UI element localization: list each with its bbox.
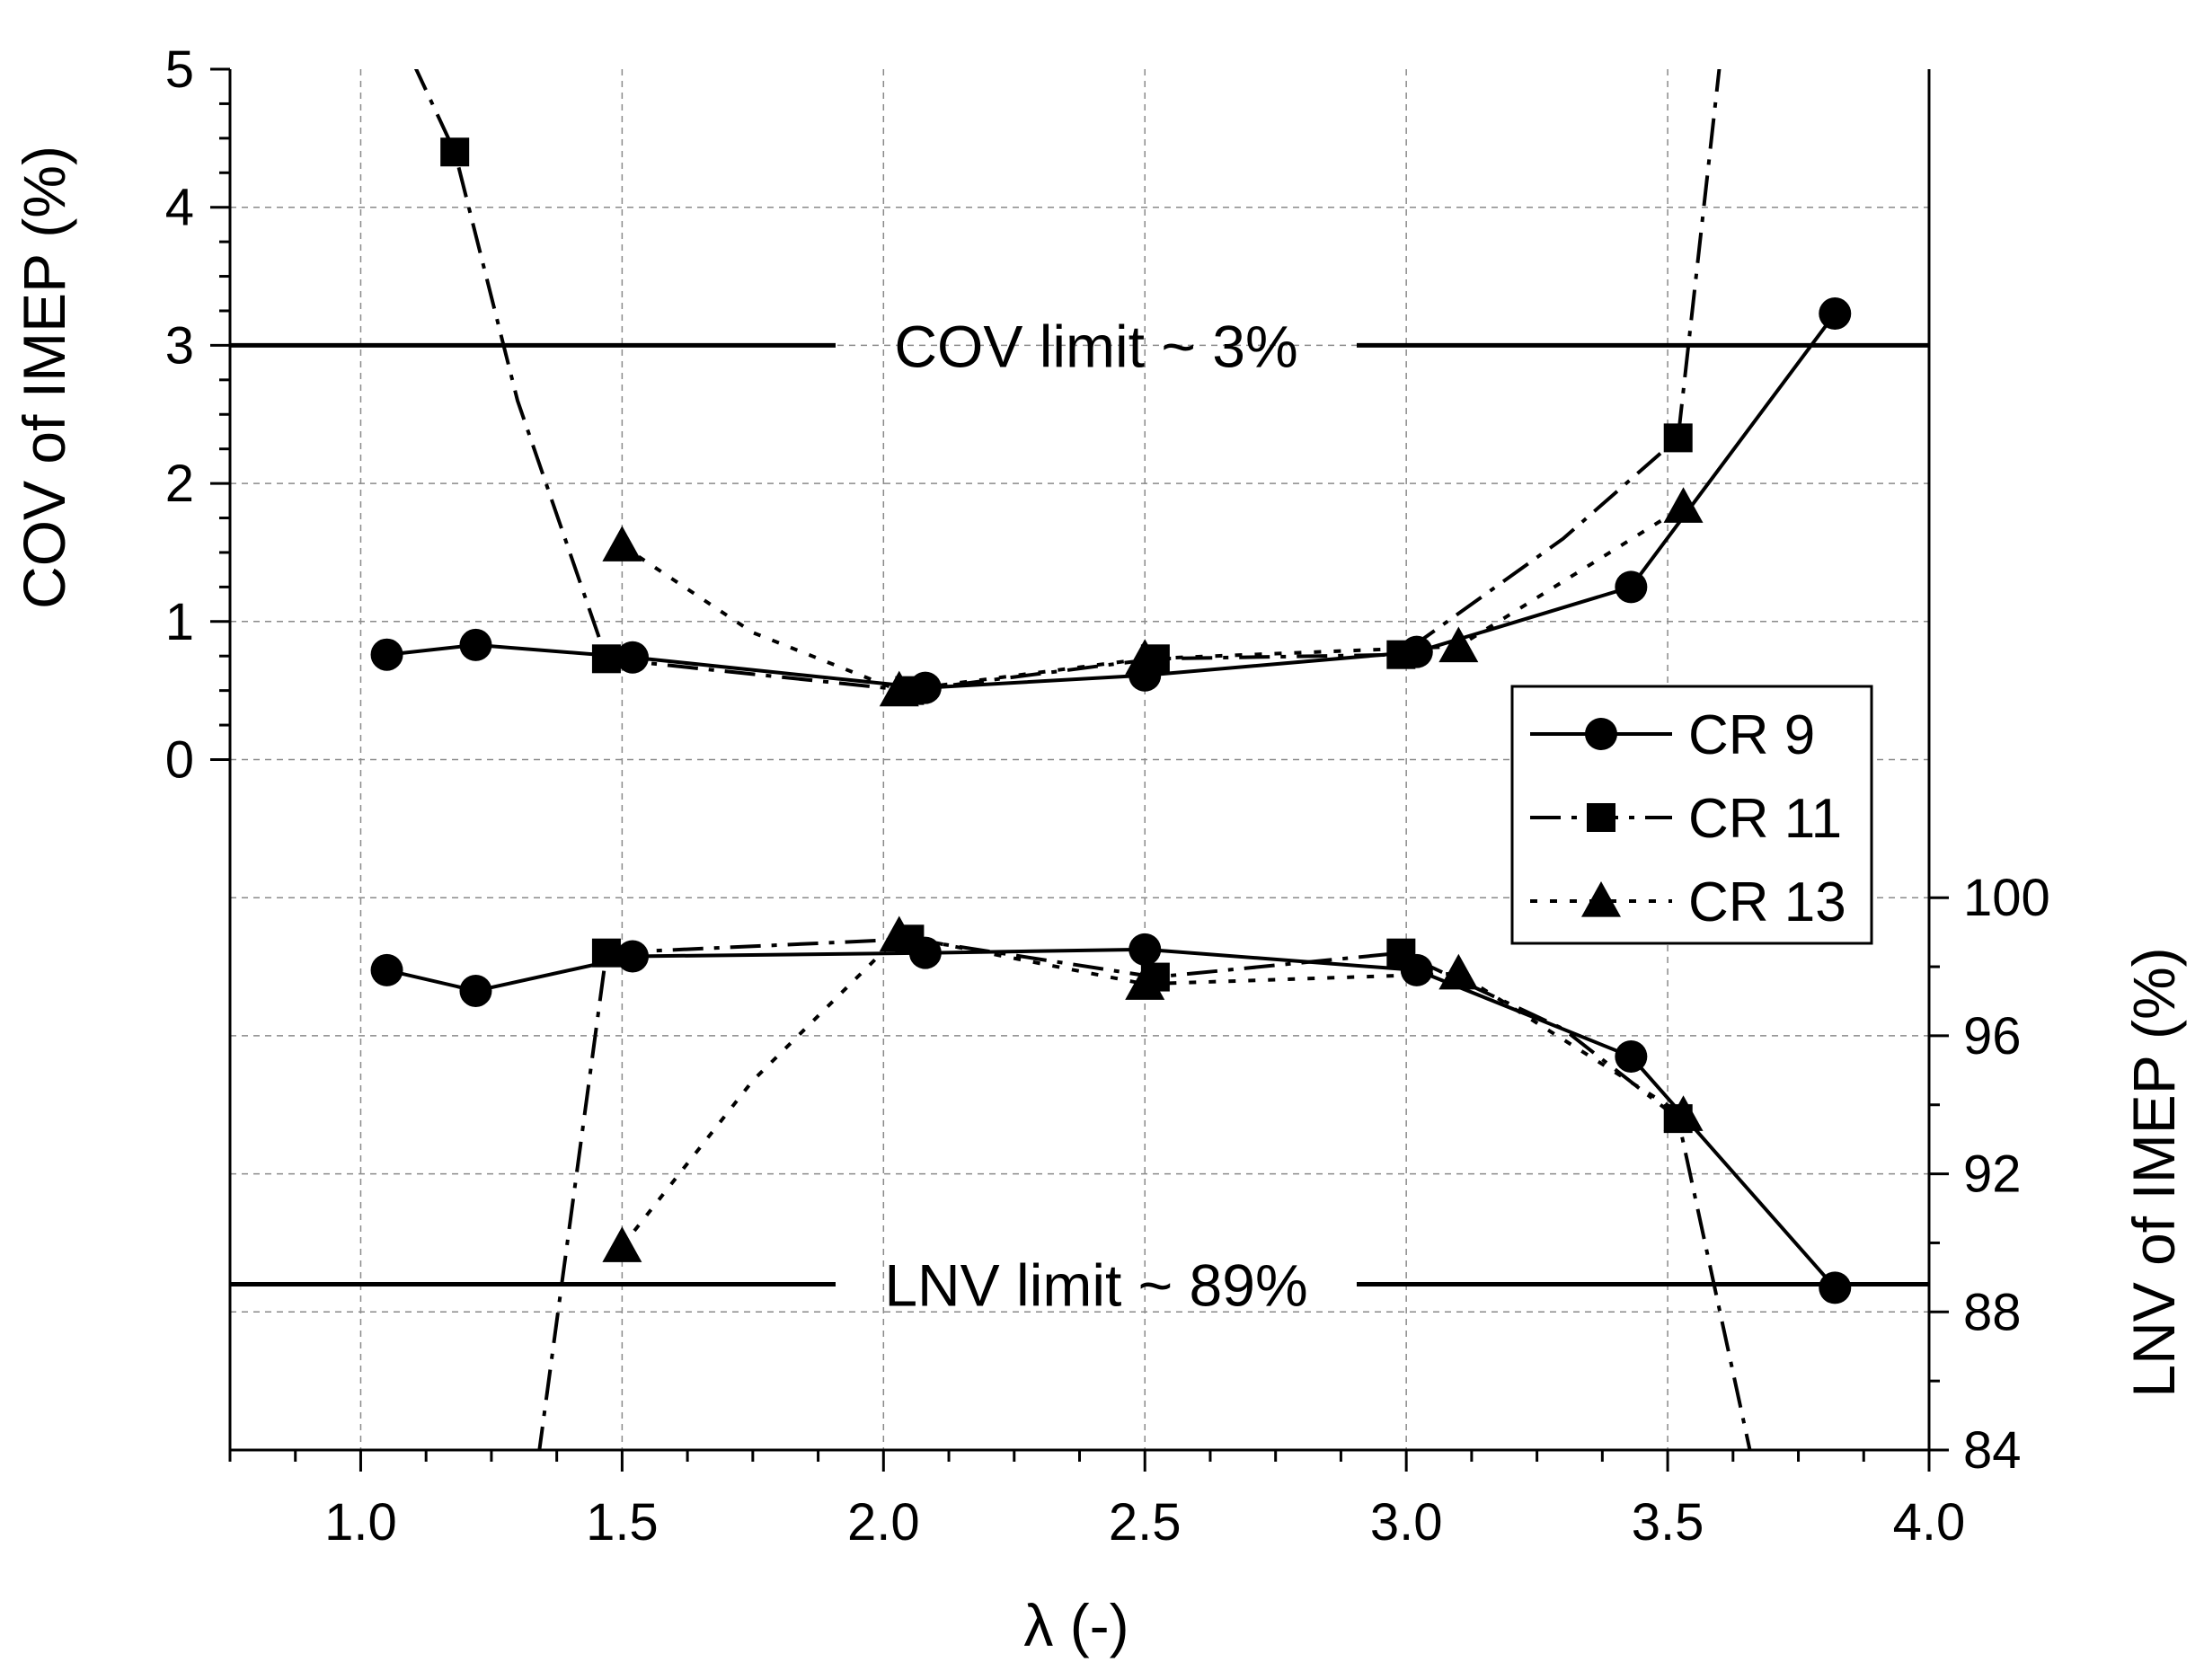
cr-11-lnv-point bbox=[591, 938, 621, 968]
cr-11-cov-point bbox=[1386, 640, 1416, 669]
right-y-axis-title: LNV of IMEP (%) bbox=[2120, 947, 2187, 1397]
x-tick-label: 3.5 bbox=[1632, 1493, 1704, 1552]
cr-9-lnv-point bbox=[459, 974, 492, 1007]
cr-9-lnv-point bbox=[1819, 1271, 1852, 1304]
cr-9-lnv-point bbox=[616, 940, 650, 973]
axes: 1.0 1.5 2.0 2.5 3.0 3.5 4.0 0 1 2 3 4 5 84 88 92 96 100 bbox=[165, 40, 2050, 1552]
cr-9-lnv-point bbox=[1129, 933, 1162, 966]
lnv-limit-label: LNV limit ~ 89% bbox=[884, 1252, 1307, 1319]
cr-11-cov-line bbox=[413, 69, 1722, 693]
cr-9-cov-point bbox=[616, 641, 650, 674]
cr-11-cov-point bbox=[591, 644, 621, 674]
cr-9-cov-point bbox=[1615, 570, 1648, 604]
cr-9-lnv-line bbox=[386, 947, 1837, 1289]
legend: CR 9 CR 11 CR 13 bbox=[1510, 685, 1873, 945]
cov-tick-label: 0 bbox=[165, 731, 194, 790]
x-tick-label: 3.0 bbox=[1370, 1493, 1443, 1552]
legend-marker-cr-13 bbox=[1581, 881, 1621, 917]
lnv-tick-label: 88 bbox=[1963, 1283, 2022, 1341]
x-tick-label: 2.0 bbox=[847, 1493, 920, 1552]
cr-13-cov-point bbox=[1438, 626, 1479, 663]
x-tick-label: 2.5 bbox=[1109, 1493, 1182, 1552]
legend-marker-cr-9 bbox=[1585, 718, 1617, 750]
x-tick-label: 4.0 bbox=[1893, 1493, 1966, 1552]
cr-9-cov-point bbox=[459, 628, 492, 661]
cov-tick-label: 3 bbox=[165, 316, 194, 375]
legend-marker-cr-11 bbox=[1587, 803, 1615, 832]
x-tick-label: 1.0 bbox=[324, 1493, 397, 1552]
cr-13-lnv-point bbox=[1125, 964, 1165, 1000]
cov-tick-label: 5 bbox=[165, 40, 194, 99]
cr-13-lnv-point bbox=[1438, 953, 1479, 990]
legend-label-cr-11: CR 11 bbox=[1688, 788, 1842, 850]
cr-13-lnv-point bbox=[602, 1226, 642, 1262]
cr-11-cov-point bbox=[1663, 423, 1693, 453]
cr-13-cov-point bbox=[1663, 487, 1704, 523]
cr-11-lnv-point bbox=[1386, 938, 1416, 968]
cov-limit-label: COV limit ~ 3% bbox=[894, 313, 1297, 379]
lnv-tick-label: 92 bbox=[1963, 1145, 2022, 1204]
x-axis-title: λ (-) bbox=[1023, 1592, 1129, 1658]
cr-9-cov-point bbox=[370, 638, 403, 671]
cr-13-cov-point bbox=[1125, 639, 1165, 675]
cr-13-cov-point bbox=[879, 670, 919, 707]
cr-9-cov-line bbox=[386, 312, 1837, 690]
cr-13-cov-line bbox=[621, 505, 1685, 693]
legend-label-cr-9: CR 9 bbox=[1688, 704, 1815, 766]
cr-11-lnv-line bbox=[537, 937, 1752, 1450]
cov-tick-label: 2 bbox=[165, 455, 194, 513]
cr-11-cov-point bbox=[440, 137, 470, 167]
lnv-tick-label: 96 bbox=[1963, 1007, 2022, 1065]
series-cr-13 bbox=[602, 487, 1704, 1262]
cr-9-lnv-point bbox=[1615, 1039, 1648, 1073]
x-tick-label: 1.5 bbox=[586, 1493, 659, 1552]
cr-13-lnv-point bbox=[879, 915, 919, 952]
cov-tick-label: 4 bbox=[165, 179, 194, 237]
cr-9-lnv-point bbox=[370, 953, 403, 986]
cr-13-lnv-point bbox=[1663, 1095, 1704, 1131]
lnv-tick-label: 84 bbox=[1963, 1421, 2022, 1480]
series bbox=[370, 69, 1852, 1450]
left-y-axis-title: COV of IMEP (%) bbox=[11, 146, 77, 609]
cr-13-cov-point bbox=[602, 526, 642, 561]
cr-9-cov-point bbox=[1819, 297, 1852, 331]
cov-tick-label: 1 bbox=[165, 593, 194, 651]
legend-label-cr-13: CR 13 bbox=[1688, 871, 1846, 933]
lnv-tick-label: 100 bbox=[1963, 869, 2050, 927]
